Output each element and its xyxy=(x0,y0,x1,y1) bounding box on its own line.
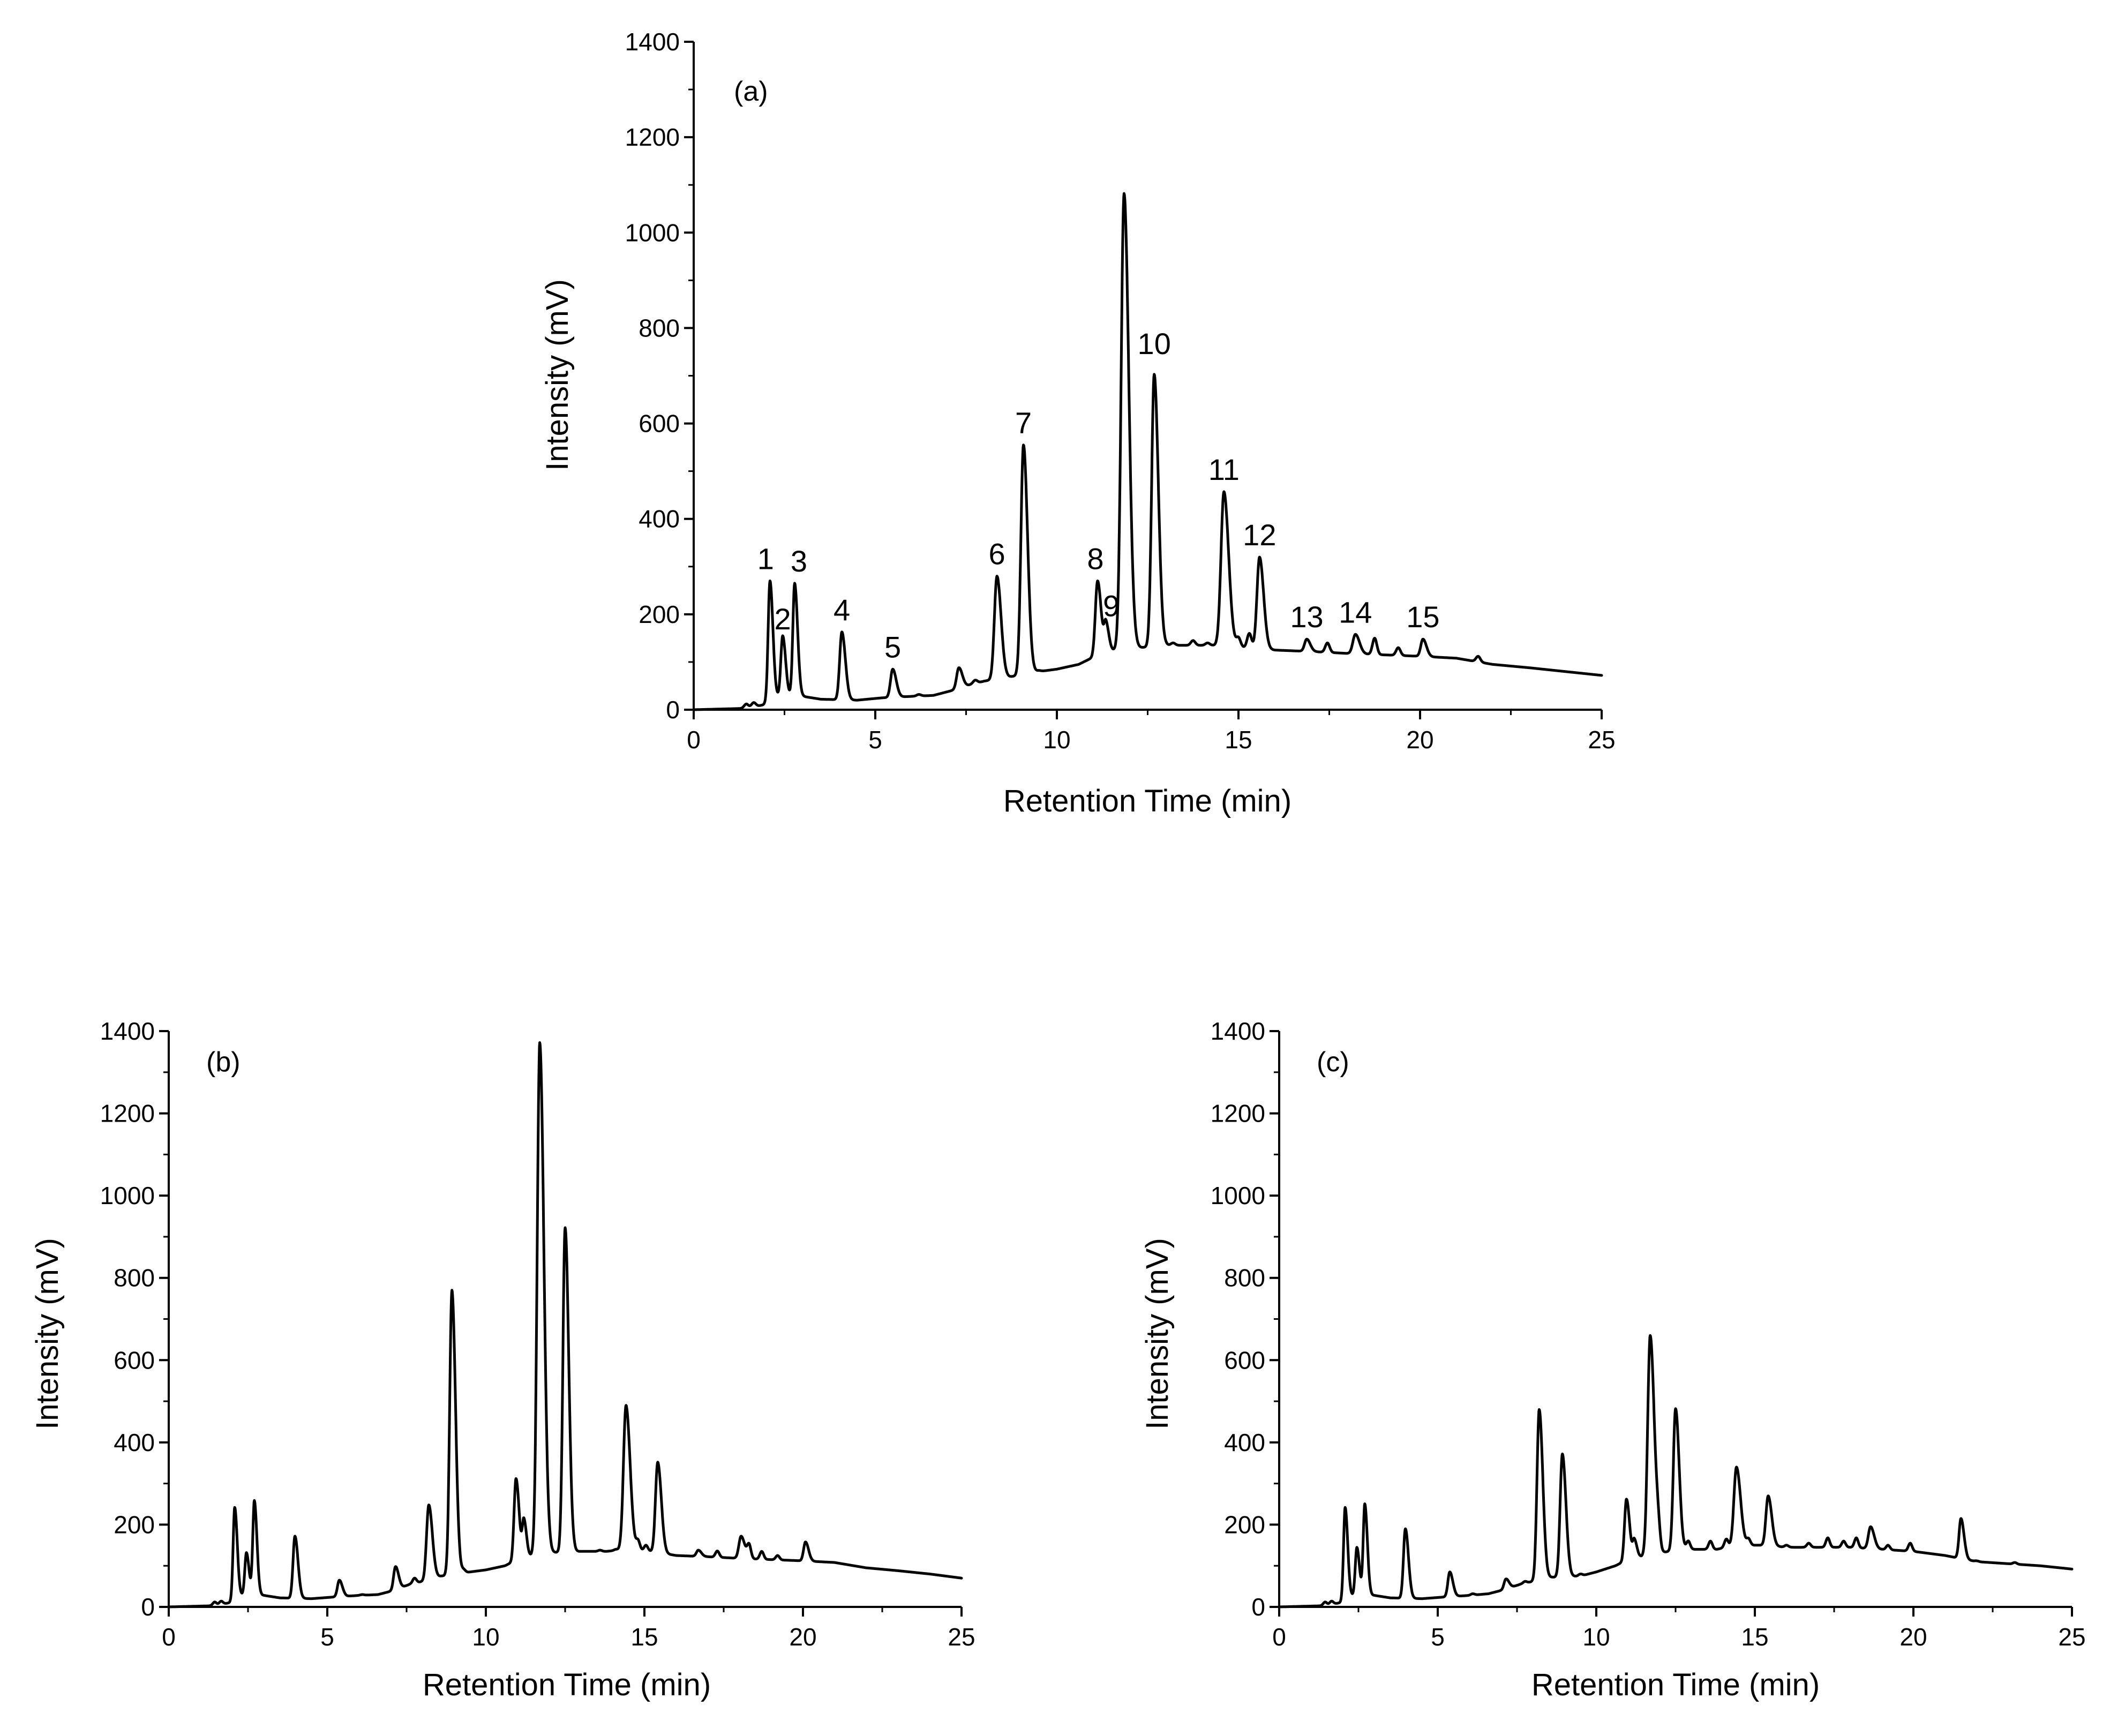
y-tick-label: 1000 xyxy=(625,219,680,246)
x-tick-label: 10 xyxy=(472,1623,499,1651)
x-axis-title-a: Retention Time (min) xyxy=(1003,784,1291,818)
peak-label-8: 8 xyxy=(1087,542,1103,576)
peak-label-2: 2 xyxy=(775,602,791,636)
y-tick-label: 800 xyxy=(639,314,680,342)
x-tick-labels-b: 0 5 10 15 20 25 xyxy=(162,1623,975,1651)
y-tick-labels-c: 0 200 400 600 800 1000 1200 1400 xyxy=(1211,1017,1265,1621)
x-tick-label: 5 xyxy=(868,726,882,754)
plot-area-c xyxy=(1278,1334,2074,1609)
peak-label-11: 11 xyxy=(1208,453,1240,486)
y-tick-label: 1000 xyxy=(100,1182,155,1209)
x-tick-label: 25 xyxy=(1588,726,1615,754)
y-tick-label: 0 xyxy=(666,696,680,724)
y-tick-label: 1200 xyxy=(625,123,680,151)
x-tick-label: 0 xyxy=(687,726,701,754)
x-tick-label: 25 xyxy=(2058,1623,2085,1651)
x-tick-label: 5 xyxy=(1431,1623,1445,1651)
x-axis-title-b: Retention Time (min) xyxy=(423,1667,711,1702)
y-axis-title-c: Intensity (mV) xyxy=(1140,1238,1175,1430)
y-ticks-a xyxy=(684,41,694,711)
chromatogram-trace-b xyxy=(167,1041,963,1609)
x-ticks-c xyxy=(1278,1607,2073,1617)
peak-label-10: 10 xyxy=(1138,327,1171,360)
panel-label-a: (a) xyxy=(734,76,768,107)
y-tick-label: 1400 xyxy=(1211,1017,1265,1045)
x-tick-label: 5 xyxy=(320,1623,334,1651)
x-tick-label: 20 xyxy=(789,1623,816,1651)
chart-panel-b: 0 200 400 600 800 1000 1200 1400 0 5 10 15 20 25 (b)… xyxy=(30,1017,975,1702)
y-ticks-b xyxy=(159,1030,169,1608)
y-tick-label: 200 xyxy=(114,1510,155,1538)
x-tick-labels-a: 0 5 10 15 20 25 xyxy=(687,726,1615,754)
y-tick-label: 1000 xyxy=(1211,1182,1265,1209)
x-tick-label: 15 xyxy=(1741,1623,1768,1651)
y-tick-label: 800 xyxy=(1224,1264,1265,1292)
y-axis-title-a: Intensity (mV) xyxy=(540,279,575,471)
x-tick-label: 25 xyxy=(948,1623,975,1651)
y-axis-title-b: Intensity (mV) xyxy=(30,1238,65,1430)
plot-area-a xyxy=(692,192,1603,711)
y-tick-label: 400 xyxy=(114,1429,155,1456)
peak-label-1: 1 xyxy=(757,542,774,576)
x-tick-label: 20 xyxy=(1406,726,1433,754)
x-tick-label: 0 xyxy=(1272,1623,1286,1651)
peak-label-3: 3 xyxy=(791,544,807,578)
y-tick-label: 400 xyxy=(1224,1429,1265,1456)
y-tick-label: 0 xyxy=(1251,1593,1265,1621)
y-tick-label: 800 xyxy=(114,1264,155,1292)
peak-label-5: 5 xyxy=(884,630,901,664)
chromatogram-trace-a xyxy=(692,192,1603,711)
y-tick-label: 600 xyxy=(114,1346,155,1374)
x-tick-label: 0 xyxy=(162,1623,176,1651)
y-tick-labels-b: 0 200 400 600 800 1000 1200 1400 xyxy=(100,1017,155,1621)
peak-label-15: 15 xyxy=(1406,600,1439,634)
chromatogram-trace-c xyxy=(1278,1334,2074,1609)
y-tick-label: 1200 xyxy=(1211,1100,1265,1128)
peak-label-6: 6 xyxy=(989,537,1005,571)
x-tick-label: 10 xyxy=(1582,1623,1610,1651)
x-tick-label: 20 xyxy=(1899,1623,1927,1651)
y-tick-label: 200 xyxy=(1224,1510,1265,1538)
y-tick-label: 1400 xyxy=(625,28,680,56)
y-tick-label: 1200 xyxy=(100,1100,155,1128)
y-tick-label: 400 xyxy=(639,505,680,533)
peak-label-13: 13 xyxy=(1290,600,1323,634)
x-ticks-a xyxy=(693,710,1603,719)
x-tick-label: 15 xyxy=(630,1623,658,1651)
plot-area-b xyxy=(167,1041,963,1609)
y-tick-label: 200 xyxy=(639,600,680,628)
panel-label-c: (c) xyxy=(1317,1047,1349,1078)
x-tick-label: 15 xyxy=(1225,726,1252,754)
peak-label-12: 12 xyxy=(1243,518,1276,552)
peak-label-14: 14 xyxy=(1339,595,1372,629)
y-tick-labels-a: 0 200 400 600 800 1000 1200 1400 xyxy=(625,28,680,724)
y-tick-label: 600 xyxy=(639,410,680,438)
peak-label-4: 4 xyxy=(834,593,850,627)
x-axis-title-c: Retention Time (min) xyxy=(1531,1667,1820,1702)
x-ticks-b xyxy=(168,1607,963,1617)
peak-label-7: 7 xyxy=(1015,406,1032,440)
y-tick-label: 0 xyxy=(141,1593,155,1621)
chart-panel-c: 0 200 400 600 800 1000 1200 1400 0 5 10 15 20 25 (c)… xyxy=(1140,1017,2086,1702)
peak-label-9: 9 xyxy=(1103,589,1120,623)
x-tick-labels-c: 0 5 10 15 20 25 xyxy=(1272,1623,2085,1651)
y-ticks-c xyxy=(1270,1030,1279,1608)
x-tick-label: 10 xyxy=(1043,726,1070,754)
y-tick-label: 600 xyxy=(1224,1346,1265,1374)
panel-label-b: (b) xyxy=(206,1047,241,1078)
y-tick-label: 1400 xyxy=(100,1017,155,1045)
